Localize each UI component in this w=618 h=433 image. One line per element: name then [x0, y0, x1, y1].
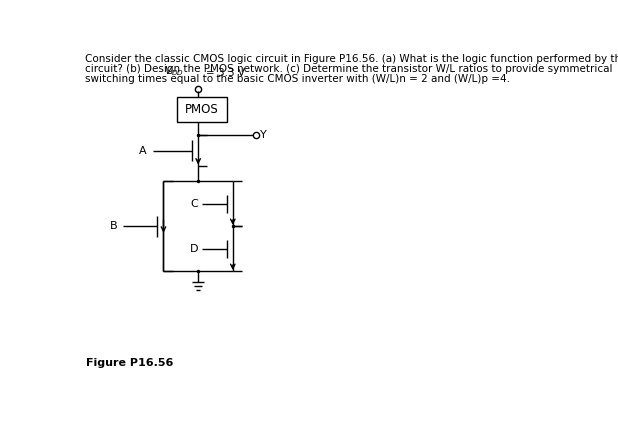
- Text: $V_{DD}$: $V_{DD}$: [164, 65, 184, 78]
- Text: B: B: [109, 221, 117, 231]
- Text: C: C: [190, 199, 198, 209]
- Text: Consider the classic CMOS logic circuit in Figure P16.56. (a) What is the logic : Consider the classic CMOS logic circuit …: [85, 54, 618, 64]
- Text: circuit? (b) Design the PMOS network. (c) Determine the transistor W/L ratios to: circuit? (b) Design the PMOS network. (c…: [85, 64, 612, 74]
- Text: switching times equal to the basic CMOS inverter with (W/L)n = 2 and (W/L)p =4.: switching times equal to the basic CMOS …: [85, 74, 510, 84]
- Bar: [177, 97, 227, 122]
- Text: A: A: [139, 145, 146, 155]
- Text: PMOS: PMOS: [185, 103, 219, 116]
- Text: Figure P16.56: Figure P16.56: [87, 359, 174, 368]
- Text: Y: Y: [260, 130, 266, 140]
- Text: D: D: [190, 244, 198, 254]
- Text: = 3.3 V: = 3.3 V: [206, 68, 245, 78]
